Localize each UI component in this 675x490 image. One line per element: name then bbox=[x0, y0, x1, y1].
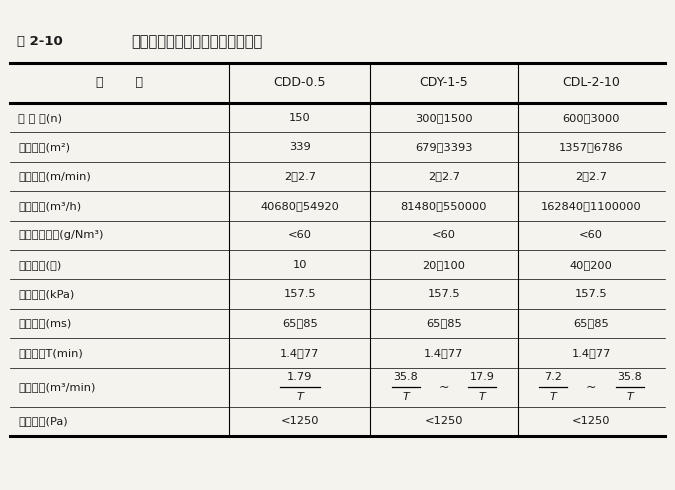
Text: <1250: <1250 bbox=[281, 416, 319, 426]
Text: T: T bbox=[296, 392, 303, 402]
Text: ~: ~ bbox=[439, 381, 449, 393]
Text: 过滤风速(m/min): 过滤风速(m/min) bbox=[18, 172, 91, 181]
Text: 7.2: 7.2 bbox=[544, 372, 562, 382]
Text: 1.4～77: 1.4～77 bbox=[572, 348, 611, 358]
Text: 600～3000: 600～3000 bbox=[562, 113, 620, 122]
Text: 型        号: 型 号 bbox=[97, 76, 143, 89]
Text: <1250: <1250 bbox=[425, 416, 463, 426]
Text: 喷吹周期T(min): 喷吹周期T(min) bbox=[18, 348, 83, 358]
Text: 162840～1100000: 162840～1100000 bbox=[541, 201, 642, 211]
Text: <60: <60 bbox=[579, 230, 603, 240]
Text: 157.5: 157.5 bbox=[575, 289, 608, 299]
Text: 喷吹压力(kPa): 喷吹压力(kPa) bbox=[18, 289, 74, 299]
Text: 入口含尘浓度(g/Nm³): 入口含尘浓度(g/Nm³) bbox=[18, 230, 103, 240]
Text: <60: <60 bbox=[288, 230, 312, 240]
Text: 滤 袋 数(n): 滤 袋 数(n) bbox=[18, 113, 62, 122]
Text: 压气耗量(m³/min): 压气耗量(m³/min) bbox=[18, 382, 96, 392]
Text: 65～85: 65～85 bbox=[282, 318, 318, 328]
Text: 17.9: 17.9 bbox=[470, 372, 495, 382]
Text: 40～200: 40～200 bbox=[570, 260, 613, 270]
Text: T: T bbox=[479, 392, 485, 402]
Text: 1.4～77: 1.4～77 bbox=[424, 348, 464, 358]
Text: T: T bbox=[402, 392, 409, 402]
Text: 157.5: 157.5 bbox=[427, 289, 460, 299]
Text: 35.8: 35.8 bbox=[394, 372, 418, 382]
Text: 35.8: 35.8 bbox=[617, 372, 642, 382]
Text: 1357～6786: 1357～6786 bbox=[559, 142, 624, 152]
Text: 65～85: 65～85 bbox=[573, 318, 609, 328]
Text: 20～100: 20～100 bbox=[423, 260, 465, 270]
Text: 长袋低压脉冲袋式除尘器基本性能: 长袋低压脉冲袋式除尘器基本性能 bbox=[132, 34, 263, 49]
Text: T: T bbox=[626, 392, 633, 402]
Text: 65～85: 65～85 bbox=[426, 318, 462, 328]
Text: 81480～550000: 81480～550000 bbox=[401, 201, 487, 211]
Text: 150: 150 bbox=[289, 113, 310, 122]
Text: ~: ~ bbox=[586, 381, 597, 393]
Text: 处理风量(m³/h): 处理风量(m³/h) bbox=[18, 201, 82, 211]
Text: 1.4～77: 1.4～77 bbox=[280, 348, 319, 358]
Text: 喷吹时间(ms): 喷吹时间(ms) bbox=[18, 318, 72, 328]
Text: 339: 339 bbox=[289, 142, 310, 152]
Text: 1.79: 1.79 bbox=[287, 372, 313, 382]
Text: 300～1500: 300～1500 bbox=[415, 113, 472, 122]
Text: CDD-0.5: CDD-0.5 bbox=[273, 76, 326, 89]
Text: 设备阻力(Pa): 设备阻力(Pa) bbox=[18, 416, 68, 426]
Text: CDL-2-10: CDL-2-10 bbox=[562, 76, 620, 89]
Text: 表 2-10: 表 2-10 bbox=[17, 35, 63, 48]
Text: 679～3393: 679～3393 bbox=[415, 142, 472, 152]
Text: <60: <60 bbox=[432, 230, 456, 240]
Text: <1250: <1250 bbox=[572, 416, 610, 426]
Text: 2～2.7: 2～2.7 bbox=[575, 172, 608, 181]
Text: 2～2.7: 2～2.7 bbox=[284, 172, 316, 181]
Text: 2～2.7: 2～2.7 bbox=[428, 172, 460, 181]
Text: 157.5: 157.5 bbox=[284, 289, 316, 299]
Text: 脉冲阀数(个): 脉冲阀数(个) bbox=[18, 260, 61, 270]
Text: CDY-1-5: CDY-1-5 bbox=[420, 76, 468, 89]
Text: 过滤面积(m²): 过滤面积(m²) bbox=[18, 142, 70, 152]
Text: 10: 10 bbox=[292, 260, 307, 270]
Text: 40680～54920: 40680～54920 bbox=[261, 201, 340, 211]
Text: T: T bbox=[549, 392, 556, 402]
